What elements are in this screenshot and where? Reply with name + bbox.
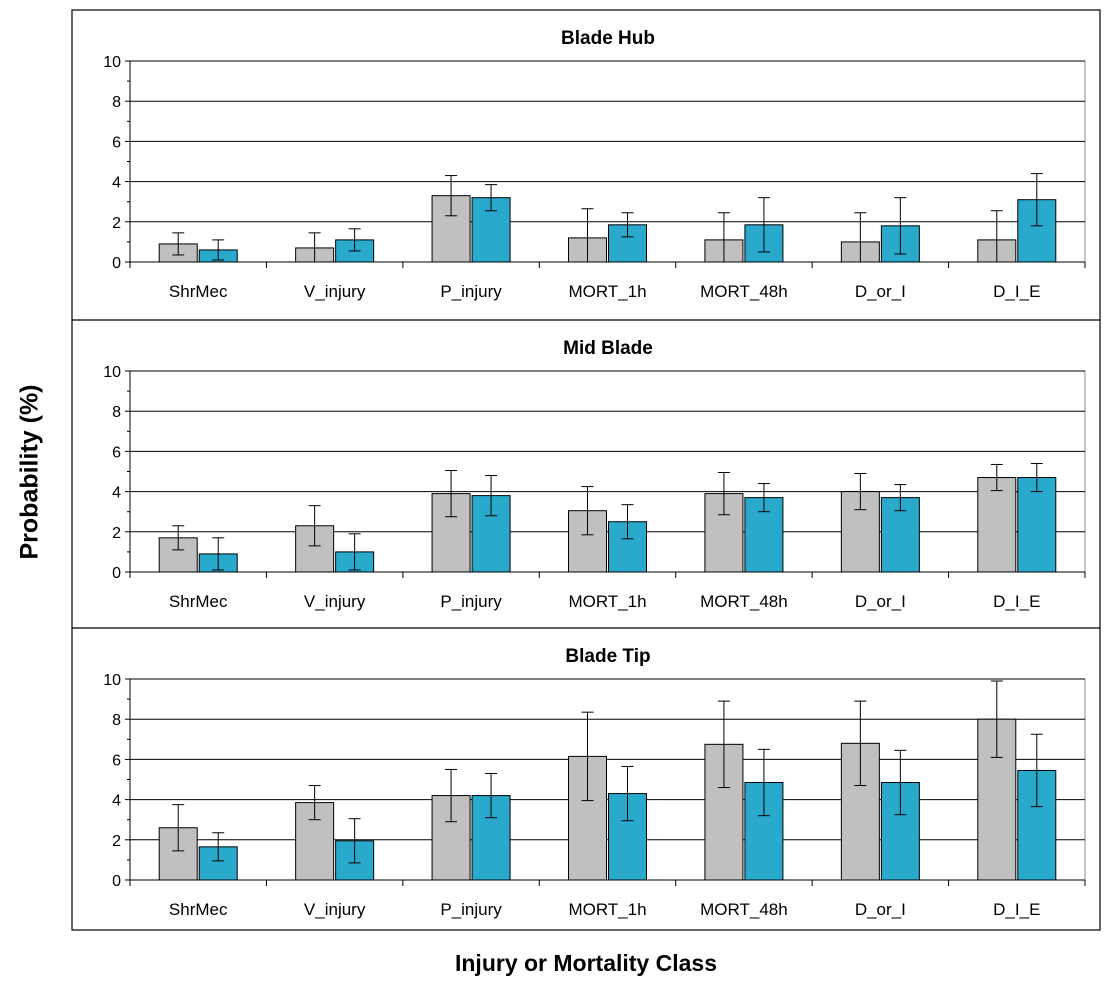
y-tick-label: 0 — [112, 873, 121, 890]
y-tick-label: 2 — [112, 215, 121, 232]
x-tick-label: P_injury — [440, 900, 502, 919]
x-tick-label: MORT_1h — [568, 282, 646, 301]
x-tick-label: MORT_1h — [568, 592, 646, 611]
x-tick-label: V_injury — [304, 282, 366, 301]
x-tick-label: V_injury — [304, 592, 366, 611]
y-tick-label: 0 — [112, 255, 121, 272]
x-tick-label: ShrMec — [169, 282, 228, 301]
x-tick-label: MORT_1h — [568, 900, 646, 919]
y-tick-label: 0 — [112, 565, 121, 582]
y-tick-label: 6 — [112, 134, 121, 151]
panel-title: Mid Blade — [563, 338, 653, 359]
x-tick-label: D_or_I — [855, 592, 906, 611]
bar — [977, 477, 1017, 573]
y-tick-label: 2 — [112, 833, 121, 850]
plot-area — [129, 60, 1086, 263]
y-tick-label: 4 — [112, 793, 121, 810]
panel-blade-tip: Blade Tip 0 2 4 6 8 10 ShrMec V_injury P_injury MO… — [103, 646, 1086, 919]
x-tick-label: D_or_I — [855, 900, 906, 919]
x-tick-label: D_I_E — [993, 282, 1040, 301]
y-tick-label: 8 — [112, 94, 121, 111]
bar — [1017, 477, 1057, 573]
x-tick-label: P_injury — [440, 592, 502, 611]
figure-frame — [71, 9, 1101, 931]
panel-title: Blade Tip — [565, 646, 650, 667]
x-tick-label: D_I_E — [993, 592, 1040, 611]
x-tick-label: ShrMec — [169, 900, 228, 919]
x-tick-label: P_injury — [440, 282, 502, 301]
x-tick-label: D_I_E — [993, 900, 1040, 919]
y-tick-label: 2 — [112, 525, 121, 542]
bar — [158, 827, 198, 881]
x-tick-label: V_injury — [304, 900, 366, 919]
y-tick-label: 10 — [103, 672, 121, 689]
y-tick-label: 10 — [103, 364, 121, 381]
x-tick-label: MORT_48h — [700, 900, 788, 919]
x-tick-label: D_or_I — [855, 282, 906, 301]
y-tick-label: 8 — [112, 404, 121, 421]
y-tick-label: 4 — [112, 175, 121, 192]
x-tick-label: MORT_48h — [700, 282, 788, 301]
x-tick-label: ShrMec — [169, 592, 228, 611]
x-tick-label: MORT_48h — [700, 592, 788, 611]
plot-area — [129, 370, 1086, 573]
panel-mid-blade: Mid Blade 0 2 4 6 8 10 ShrMec V_injury P_injury MO… — [103, 338, 1086, 611]
x-axis-label: Injury or Mortality Class — [454, 950, 717, 976]
y-tick-label: 6 — [112, 444, 121, 461]
panel-blade-hub: Blade Hub 0 2 4 6 8 10 ShrMec V_injury P_injury MO… — [103, 28, 1086, 301]
y-tick-label: 4 — [112, 485, 121, 502]
panel-title: Blade Hub — [561, 28, 655, 49]
y-tick-label: 10 — [103, 54, 121, 71]
y-tick-label: 8 — [112, 712, 121, 729]
plot-area — [129, 678, 1086, 881]
y-tick-label: 6 — [112, 752, 121, 769]
